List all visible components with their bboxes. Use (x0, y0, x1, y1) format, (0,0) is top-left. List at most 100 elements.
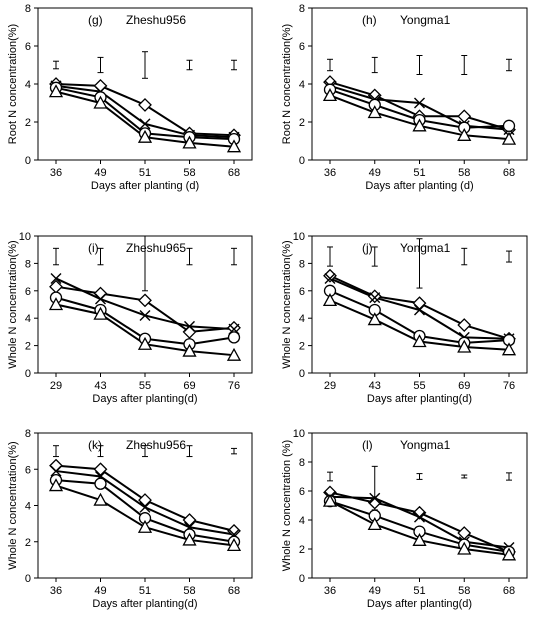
cross-marker-stroke-b (50, 272, 62, 284)
error-bar (142, 51, 148, 79)
y-tick-label: 4 (25, 501, 31, 513)
x-tick-label: 55 (139, 380, 151, 392)
triangle-marker (322, 293, 338, 307)
y-tick-label: 8 (299, 457, 305, 469)
triangle-marker (412, 532, 427, 546)
triangle-marker (137, 129, 153, 143)
diamond-marker (138, 97, 152, 112)
cross-marker (414, 97, 425, 109)
markers-triangle (48, 478, 242, 552)
panel-label: (i) (88, 241, 99, 255)
cross-marker (139, 501, 151, 513)
error-bar (416, 473, 423, 480)
x-tick-label: 43 (94, 380, 106, 392)
circle-marker (227, 331, 241, 344)
y-tick-label: 6 (25, 41, 31, 53)
x-tick-label: 58 (183, 167, 195, 179)
panel-label: (j) (362, 241, 373, 255)
x-tick-label: 49 (94, 585, 106, 597)
cross-marker-stroke-b (139, 118, 151, 130)
y-tick-label: 2 (25, 341, 31, 353)
x-tick-label: 36 (50, 585, 62, 597)
cross-marker-stroke-b (184, 320, 195, 332)
triangle-marker (501, 342, 517, 356)
x-tick-label: 36 (50, 167, 62, 179)
markers-triangle (322, 88, 517, 145)
cross-marker-stroke-b (369, 292, 381, 304)
x-tick-label: 76 (503, 380, 515, 392)
cross-marker (50, 465, 62, 477)
markers-triangle (48, 297, 242, 361)
triangle-marker (48, 84, 64, 98)
y-tick-label: 2 (25, 537, 31, 549)
error-bar (371, 56, 378, 74)
y-tick-label: 2 (299, 117, 305, 129)
error-bar (186, 445, 193, 458)
y-tick-label: 10 (19, 231, 31, 243)
triangle-marker (322, 493, 338, 507)
y-axis-label: Whole N concentration(%) (281, 240, 293, 368)
x-tick-label: 68 (228, 585, 240, 597)
triangle-marker (322, 88, 338, 102)
diamond-marker (367, 495, 382, 510)
error-bar (231, 447, 237, 455)
error-bar (327, 471, 333, 482)
y-tick-label: 8 (25, 258, 31, 270)
y-tick-label: 0 (25, 155, 31, 167)
panel-label: (h) (362, 13, 377, 27)
x-axis-label: Days after planting (d) (91, 180, 199, 192)
y-tick-label: 0 (25, 573, 31, 585)
y-tick-label: 0 (299, 155, 305, 167)
y-tick-label: 6 (25, 464, 31, 476)
cross-marker (414, 511, 425, 523)
triangle-marker (226, 538, 242, 552)
triangle-marker (412, 334, 427, 348)
cross-marker (324, 272, 336, 284)
y-tick-label: 8 (25, 428, 31, 440)
y-axis-label: Whole N concentration(%) (7, 441, 19, 569)
error-bar (461, 55, 468, 75)
y-tick-label: 4 (25, 313, 31, 325)
triangle-marker (457, 541, 472, 555)
error-bar (142, 445, 148, 458)
error-bar (506, 250, 512, 263)
cross-marker (369, 492, 381, 504)
triangle-marker (137, 336, 153, 350)
y-axis-label: Whole N concentration(%) (7, 240, 19, 368)
x-tick-label: 55 (413, 380, 425, 392)
diamond-marker (93, 462, 108, 477)
triangle-marker (412, 118, 427, 132)
markers-cross (50, 272, 240, 335)
cross-marker (184, 320, 195, 332)
cross-marker (95, 293, 106, 305)
cross-marker-stroke-b (414, 511, 425, 523)
x-tick-label: 51 (413, 585, 425, 597)
error-bar (416, 238, 423, 289)
x-tick-label: 69 (183, 380, 195, 392)
error-bar (53, 247, 59, 266)
x-axis-label: Days after planting(d) (92, 598, 197, 610)
x-tick-label: 43 (369, 380, 381, 392)
x-axis-label: Days after planting(d) (92, 393, 197, 405)
x-tick-label: 49 (94, 167, 106, 179)
error-bar (231, 247, 237, 266)
circle-marker (94, 477, 107, 490)
markers-triangle (48, 84, 242, 153)
y-tick-label: 8 (25, 3, 31, 15)
circle-marker (502, 119, 516, 132)
x-tick-label: 51 (413, 167, 425, 179)
error-bar (97, 445, 104, 458)
markers-circle (323, 83, 516, 134)
y-tick-label: 10 (293, 231, 305, 243)
triangle-marker (137, 519, 153, 533)
error-bar (416, 55, 423, 75)
x-tick-label: 58 (183, 585, 195, 597)
panel-label: (g) (88, 13, 103, 27)
x-tick-label: 69 (458, 380, 470, 392)
triangle-marker (457, 127, 472, 141)
cross-marker-stroke-b (369, 492, 381, 504)
